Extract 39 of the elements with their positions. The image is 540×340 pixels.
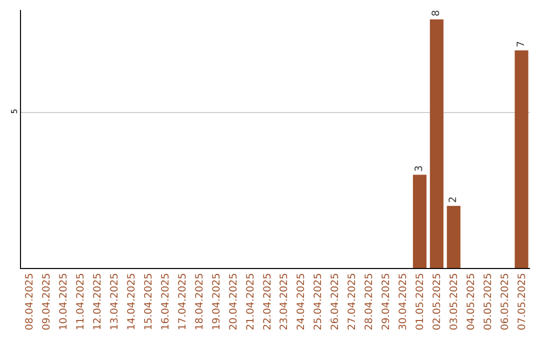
x-tick-label: 24.04.2025 bbox=[296, 273, 308, 330]
data-label: 8 bbox=[431, 10, 442, 16]
y-tick-label: 5 bbox=[10, 108, 19, 114]
x-tick-label: 15.04.2025 bbox=[144, 273, 154, 330]
data-label: 3 bbox=[414, 165, 426, 172]
x-tick-label: 01.05.2025 bbox=[414, 273, 426, 330]
x-tick-label: 21.04.2025 bbox=[245, 273, 256, 330]
x-tick-label: 14.04.2025 bbox=[126, 273, 138, 330]
data-label: 7 bbox=[516, 41, 528, 48]
x-tick-label: 04.05.2025 bbox=[466, 273, 477, 330]
bar bbox=[412, 174, 426, 268]
x-tick-label: 25.04.2025 bbox=[313, 273, 324, 330]
x-tick-label: 22.04.2025 bbox=[262, 273, 274, 330]
x-tick-label: 06.05.2025 bbox=[500, 273, 511, 330]
x-tick-label: 11.04.2025 bbox=[76, 273, 87, 330]
x-tick-label: 08.04.2025 bbox=[24, 273, 36, 330]
x-tick-label: 02.05.2025 bbox=[432, 273, 443, 330]
x-tick-label: 05.05.2025 bbox=[482, 273, 494, 330]
x-tick-label: 23.04.2025 bbox=[279, 273, 290, 330]
x-tick-label: 26.04.2025 bbox=[330, 273, 342, 330]
x-tick-label: 28.04.2025 bbox=[364, 273, 376, 330]
x-tick-label: 27.04.2025 bbox=[347, 273, 358, 330]
x-tick-label: 19.04.2025 bbox=[211, 273, 222, 330]
x-tick-label: 16.04.2025 bbox=[160, 273, 172, 330]
x-tick-label: 09.04.2025 bbox=[42, 273, 53, 330]
x-tick-label: 17.04.2025 bbox=[177, 273, 188, 330]
x-tick-label: 10.04.2025 bbox=[58, 273, 70, 330]
x-tick-label: 18.04.2025 bbox=[194, 273, 206, 330]
bar bbox=[514, 50, 528, 268]
bar bbox=[430, 19, 444, 268]
x-tick-label: 13.04.2025 bbox=[110, 273, 121, 330]
data-label: 2 bbox=[448, 196, 460, 203]
x-tick-label: 07.05.2025 bbox=[516, 273, 528, 330]
x-tick-label: 30.04.2025 bbox=[398, 273, 409, 330]
bar bbox=[446, 206, 460, 268]
x-tick-label: 29.04.2025 bbox=[381, 273, 392, 330]
x-tick-label: 20.04.2025 bbox=[228, 273, 240, 330]
x-tick-label: 12.04.2025 bbox=[92, 273, 104, 330]
x-tick-label: 03.05.2025 bbox=[448, 273, 460, 330]
